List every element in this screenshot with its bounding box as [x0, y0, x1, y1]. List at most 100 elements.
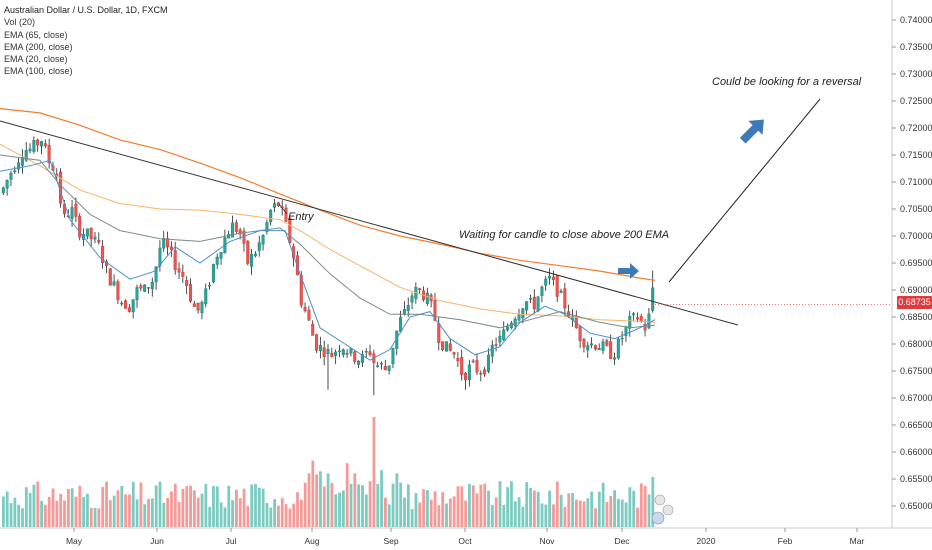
candle: [246, 240, 250, 266]
volume-bar: [338, 492, 341, 527]
volume-bar: [326, 473, 330, 527]
volume-bar: [532, 490, 536, 527]
candle-body: [93, 236, 97, 240]
candle-body: [490, 344, 494, 357]
volume-bar: [319, 471, 322, 527]
candle: [78, 213, 82, 241]
volume-bar: [406, 484, 410, 527]
candle: [586, 341, 590, 358]
volume-bar: [74, 496, 78, 527]
candle: [185, 276, 189, 295]
candle: [490, 340, 494, 364]
volume-bar: [609, 495, 613, 527]
candle-body: [441, 341, 445, 350]
candle: [364, 348, 368, 358]
candle-body: [253, 253, 257, 257]
candle: [379, 361, 383, 370]
time-tick-label: Sep: [383, 536, 398, 546]
volume-bar: [158, 481, 162, 527]
volume-bar: [223, 507, 227, 527]
volume-bar: [590, 491, 594, 527]
candle-body: [345, 352, 349, 355]
candle: [494, 337, 498, 352]
candle: [330, 347, 334, 358]
current-price-tag: 0.68735: [897, 296, 932, 309]
volume-bar: [269, 507, 273, 527]
candle-body: [162, 238, 166, 249]
volume-bar: [86, 493, 89, 527]
volume-bar: [384, 497, 387, 527]
candle: [570, 309, 574, 327]
candle-body: [368, 351, 372, 355]
volume-bar: [55, 500, 59, 527]
price-tick-label: 0.73500: [900, 42, 932, 52]
volume-bar: [529, 487, 532, 527]
right-arrow-icon: [618, 263, 639, 279]
volume-bar: [341, 490, 345, 527]
candle-body: [261, 235, 265, 245]
candle: [253, 251, 257, 258]
candle-body: [200, 302, 204, 314]
volume-bar: [387, 504, 391, 527]
candle-body: [651, 287, 655, 311]
volume-bar: [468, 483, 471, 527]
candle: [334, 349, 338, 364]
candlestick-series: [1, 136, 655, 396]
candle: [120, 301, 124, 307]
candle: [108, 267, 112, 286]
candle-body: [590, 343, 594, 346]
volume-bar: [445, 503, 448, 527]
volume-bar: [483, 483, 487, 527]
candle: [551, 270, 555, 286]
candle-body: [456, 357, 460, 362]
candle: [288, 215, 292, 245]
candle: [590, 337, 594, 349]
candle-body: [597, 348, 601, 351]
price-tick-label: 0.67000: [900, 393, 932, 403]
volume-bar: [571, 493, 574, 527]
volume-bar: [196, 497, 200, 527]
candle: [230, 215, 234, 238]
volume-bar: [315, 474, 319, 527]
candle: [315, 333, 319, 353]
volume-bar: [517, 497, 521, 527]
candle-body: [532, 296, 536, 310]
volume-bar: [51, 488, 55, 527]
candle: [192, 301, 196, 307]
candle: [498, 330, 502, 348]
volume-bar: [586, 498, 590, 527]
candle-body: [616, 338, 620, 359]
volume-bar: [296, 492, 299, 527]
candle: [135, 284, 139, 308]
candle-body: [387, 365, 391, 371]
legend-ema-20: EMA (20, close): [4, 54, 68, 65]
candle-body: [528, 297, 532, 300]
candle: [353, 350, 357, 365]
candle: [544, 275, 548, 292]
candle: [368, 344, 372, 357]
volume-bar: [494, 497, 498, 527]
candle-body: [643, 324, 647, 331]
volume-bar: [555, 481, 559, 527]
volume-bar: [471, 485, 475, 527]
candle: [555, 274, 559, 303]
candle: [166, 231, 170, 256]
volume-bar: [448, 498, 452, 527]
candle-body: [40, 141, 44, 147]
volume-bar: [212, 486, 215, 527]
candle-body: [391, 347, 395, 365]
candle: [479, 370, 483, 382]
candle-body: [208, 284, 212, 287]
candle: [601, 338, 605, 355]
candle: [372, 349, 376, 396]
candle: [429, 293, 433, 308]
candle: [402, 301, 406, 316]
candle-body: [353, 351, 357, 362]
candle: [196, 302, 200, 314]
volume-bar: [28, 493, 32, 527]
volume-bar: [510, 481, 513, 527]
candle: [651, 270, 655, 313]
volume-bar: [280, 498, 284, 527]
volume-bar: [24, 487, 28, 527]
